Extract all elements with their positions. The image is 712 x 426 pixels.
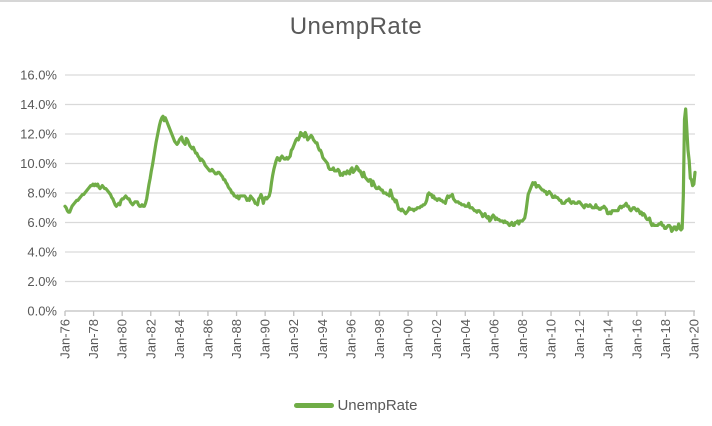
x-tick-label: Jan-82 xyxy=(143,319,158,359)
legend-label: UnempRate xyxy=(337,396,418,414)
x-tick-label: Jan-18 xyxy=(658,319,673,359)
x-tick-label: Jan-98 xyxy=(372,319,387,359)
x-tick-label: Jan-02 xyxy=(429,319,444,359)
y-tick-label: 10.0% xyxy=(20,156,57,171)
y-tick-label: 2.0% xyxy=(27,274,57,289)
y-tick-label: 4.0% xyxy=(27,245,57,260)
x-tick-label: Jan-10 xyxy=(544,319,559,359)
x-tick-label: Jan-20 xyxy=(687,319,702,359)
x-tick-label: Jan-00 xyxy=(401,319,416,359)
x-tick-label: Jan-94 xyxy=(315,319,330,359)
x-tick-label: Jan-96 xyxy=(343,319,358,359)
y-tick-label: 0.0% xyxy=(27,304,57,319)
legend[interactable]: UnempRate xyxy=(0,396,712,414)
x-tick-label: Jan-92 xyxy=(286,319,301,359)
x-tick-label: Jan-06 xyxy=(486,319,501,359)
x-tick-label: Jan-08 xyxy=(515,319,530,359)
x-tick-label: Jan-84 xyxy=(172,319,187,359)
y-tick-label: 14.0% xyxy=(20,97,57,112)
top-border-line xyxy=(0,0,712,2)
x-tick-label: Jan-88 xyxy=(229,319,244,359)
x-tick-label: Jan-12 xyxy=(572,319,587,359)
y-tick-label: 12.0% xyxy=(20,127,57,142)
x-tick-label: Jan-86 xyxy=(200,319,215,359)
x-tick-label: Jan-80 xyxy=(115,319,130,359)
y-tick-label: 8.0% xyxy=(27,186,57,201)
x-tick-label: Jan-90 xyxy=(258,319,273,359)
y-tick-label: 16.0% xyxy=(20,68,57,83)
chart-title[interactable]: UnempRate xyxy=(289,13,423,40)
x-tick-label: Jan-04 xyxy=(458,319,473,359)
y-tick-label: 6.0% xyxy=(27,215,57,230)
legend-line-swatch xyxy=(294,402,335,408)
x-tick-label: Jan-76 xyxy=(58,319,73,359)
unemprate-series-line[interactable] xyxy=(63,107,697,233)
x-tick-label: Jan-14 xyxy=(601,319,616,359)
x-tick-label: Jan-16 xyxy=(629,319,644,359)
x-tick-label: Jan-78 xyxy=(86,319,101,359)
